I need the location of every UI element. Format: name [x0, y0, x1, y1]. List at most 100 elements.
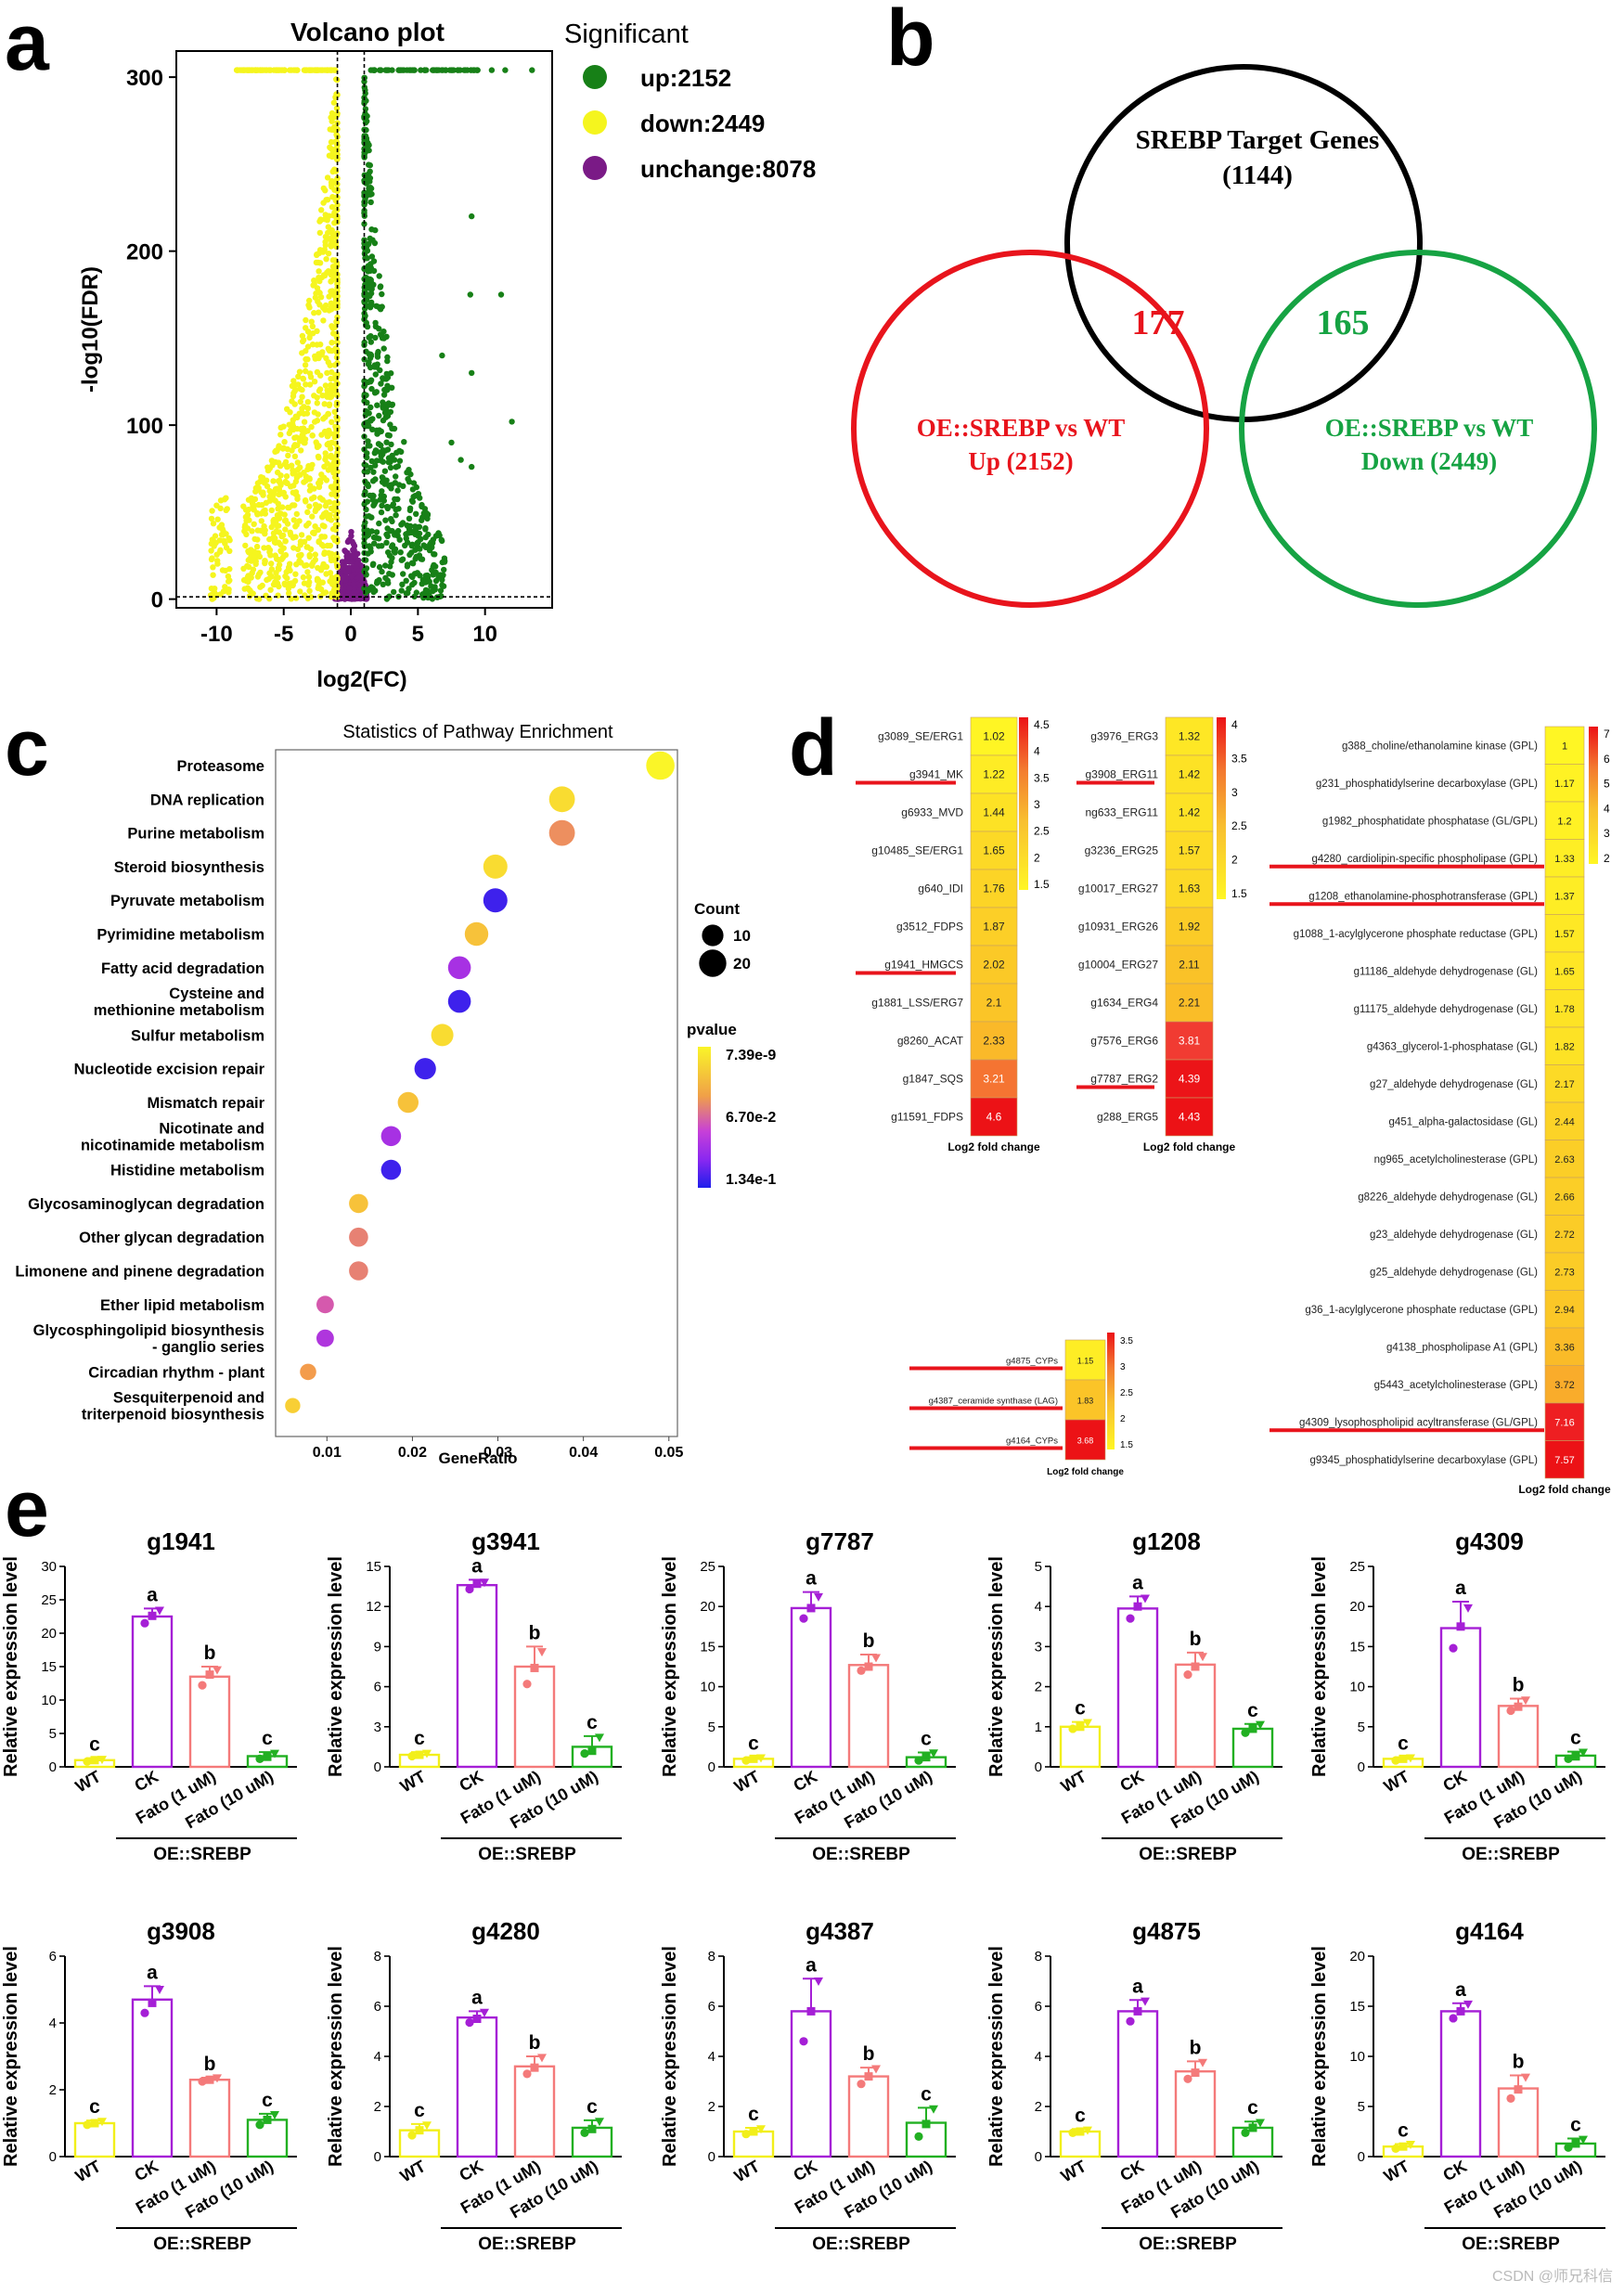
significance-letter: c — [1398, 1733, 1409, 1755]
volcano-title: Volcano plot — [290, 18, 445, 46]
heatmap-row-label: g6933_MVD — [901, 806, 963, 819]
bar-chart-g1941: g1941 Relative expression level 0 5 10 15 20 25… — [1, 1527, 297, 1864]
heatmap-cell-value: 3.68 — [1077, 1436, 1094, 1446]
volcano-point-up — [413, 589, 419, 596]
heatmap-cell-value: 2.33 — [983, 1035, 1005, 1048]
heatmap-cell — [970, 754, 1018, 794]
volcano-point-up — [414, 570, 420, 576]
volcano-xtick-label: 0 — [344, 622, 356, 647]
volcano-point-down — [276, 522, 282, 529]
volcano-point-down — [304, 399, 311, 406]
volcano-point-up — [398, 557, 405, 563]
volcano-point-down — [214, 558, 221, 564]
volcano-point-up — [362, 519, 368, 526]
heatmap-cell — [1544, 876, 1585, 915]
heatmap-colorbar-label: 4 — [1034, 745, 1040, 758]
volcano-point-up — [364, 498, 370, 505]
replicate-point — [1398, 2142, 1408, 2151]
volcano-legend: up:2152 down:2449 unchange:8078 — [583, 64, 816, 183]
heatmap-3: 1 g388_choline/ethanolamine kinase (GPL) 1… — [1270, 726, 1611, 1496]
bar-category-label: WT — [72, 2157, 104, 2185]
volcano-point-down — [277, 482, 284, 488]
volcano-point-down — [290, 489, 296, 496]
volcano-point-down — [219, 532, 226, 538]
heatmap-cell-value: 1 — [1562, 741, 1567, 752]
watermark: CSDN @师兄科信 — [1492, 2268, 1613, 2285]
replicate-point — [407, 2131, 417, 2140]
volcano-point-down — [329, 484, 336, 492]
volcano-point-up — [362, 281, 368, 288]
heatmap-cell — [1165, 1021, 1214, 1061]
heatmap-cell-value: 2.94 — [1554, 1305, 1574, 1316]
venn-circle-down — [1239, 250, 1597, 608]
volcano-point-up — [439, 559, 445, 566]
volcano-point-unchange — [352, 563, 358, 570]
enrichment-xlabel: GeneRatio — [438, 1449, 517, 1467]
volcano-point-up — [373, 580, 380, 586]
volcano-point-down — [294, 546, 302, 553]
volcano-point-down — [334, 280, 341, 288]
group-label: OE::SREBP — [1139, 1845, 1237, 1864]
panel-d: d 1.02g3089_SE/ERG11.22g3941_MK1.44g6933… — [789, 703, 1611, 1496]
replicate-point — [1564, 2143, 1573, 2152]
pathway-bubble — [397, 1091, 419, 1114]
heatmap-cell-value: 4.43 — [1179, 1111, 1201, 1124]
volcano-point-down — [333, 76, 340, 83]
volcano-point-up — [406, 515, 413, 522]
volcano-point-up — [362, 106, 369, 112]
volcano-point-down — [266, 487, 273, 495]
volcano-point-down — [333, 91, 340, 97]
volcano-point-down — [329, 491, 335, 497]
volcano-point-up — [387, 563, 393, 570]
bar-chart-title: g7787 — [806, 1527, 874, 1555]
volcano-point-down — [329, 153, 335, 161]
significance-letter: a — [1132, 1976, 1143, 1997]
replicate-point — [1571, 2139, 1580, 2148]
volcano-point-down — [309, 323, 316, 329]
replicate-point — [1198, 1653, 1207, 1662]
volcano-point-up — [379, 290, 385, 298]
pathway-bubble — [646, 751, 675, 780]
count-legend-label: 20 — [733, 955, 751, 973]
volcano-point-up — [389, 384, 395, 391]
volcano-point-up — [380, 405, 386, 411]
pathway-label: Cysteine and — [169, 985, 264, 1002]
replicate-point — [864, 2072, 873, 2081]
heatmap-cell — [970, 1059, 1018, 1099]
volcano-point-down — [277, 424, 284, 431]
venn-top-count: (1144) — [1222, 161, 1293, 190]
volcano-point-up — [361, 540, 367, 547]
pathway-bubble — [316, 1295, 334, 1314]
volcano-point-down — [328, 229, 335, 236]
volcano-point-down — [214, 516, 221, 522]
volcano-point-down — [331, 586, 338, 593]
volcano-point-down — [333, 493, 340, 500]
volcano-point-up — [406, 467, 412, 473]
significance-letter: b — [863, 1630, 875, 1652]
volcano-point-up — [369, 478, 377, 484]
significance-letter: c — [89, 1734, 100, 1756]
volcano-point-down — [248, 496, 254, 503]
heatmap-cell — [1544, 1365, 1585, 1404]
volcano-point-down — [252, 558, 259, 565]
heatmap-row-label: g4138_phospholipase A1 (GPL) — [1386, 1342, 1538, 1353]
volcano-point-up — [368, 584, 375, 590]
volcano-point-up — [412, 493, 419, 499]
replicate-point — [270, 2111, 279, 2119]
volcano-point-down — [275, 500, 281, 507]
volcano-point-up — [469, 369, 475, 377]
volcano-point-up — [383, 333, 390, 340]
volcano-point-down — [208, 547, 214, 554]
volcano-point-down — [305, 535, 312, 541]
bar-CK — [131, 1615, 174, 1769]
volcano-point-down — [306, 553, 313, 560]
bar-chart-ytick-label: 2 — [1035, 1680, 1042, 1695]
volcano-point-down — [289, 382, 296, 390]
volcano-point-down — [310, 282, 316, 289]
bar-chart-ytick-label: 4 — [708, 2049, 715, 2065]
replicate-point — [929, 1749, 938, 1758]
panel-c-letter: c — [5, 703, 49, 792]
significance-letter: b — [1190, 1629, 1202, 1650]
volcano-point-down — [277, 432, 284, 438]
